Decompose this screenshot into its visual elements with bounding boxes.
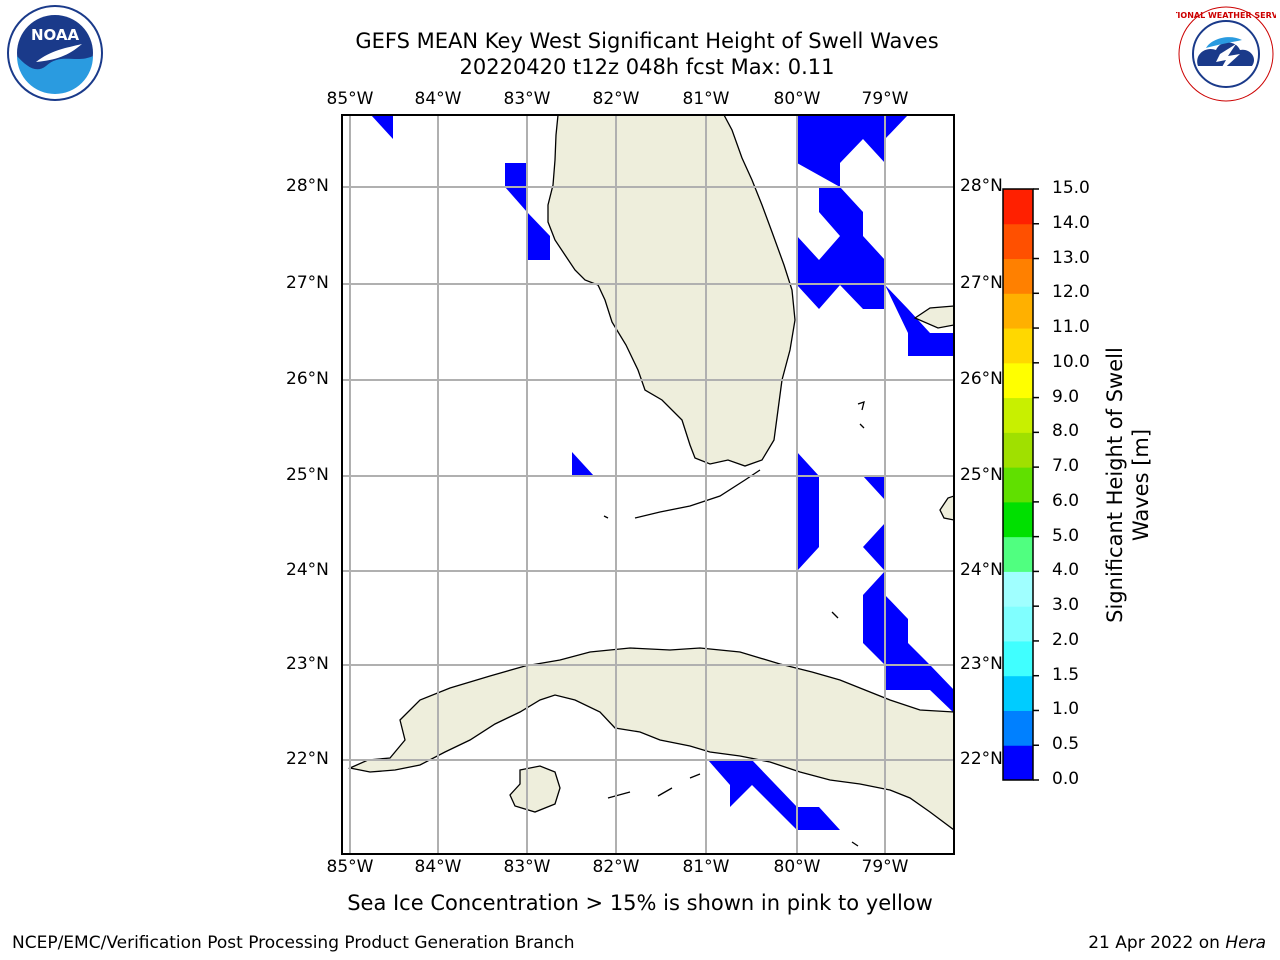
swell-cell [527,212,550,260]
bahama-islets [857,401,865,429]
lat-label-left: 27°N [286,273,329,293]
lat-label-right: 25°N [960,465,1003,485]
colorbar-band [1003,258,1033,294]
colorbar-tick-label: 2.0 [1052,629,1080,650]
colorbar-tick-label: 3.0 [1052,595,1080,616]
swell-cell [797,452,819,571]
lat-label-left: 24°N [286,560,329,580]
swell-cell [797,115,908,187]
lat-label-left: 25°N [286,465,329,485]
graticule [342,115,954,854]
colorbar-tick-label: 5.0 [1052,525,1080,546]
swell-cell [797,187,885,309]
lon-label-bottom: 85°W [326,857,374,877]
nws-logo: NATIONAL WEATHER SERVICE [1176,6,1276,102]
lat-label-right: 26°N [960,369,1003,389]
colorbar-band [1003,432,1033,468]
lat-label-right: 22°N [960,749,1003,769]
map-subtitle: 20220420 t12z 048h fcst Max: 0.11 [459,55,835,79]
svg-text:NATIONAL WEATHER SERVICE: NATIONAL WEATHER SERVICE [1176,11,1276,20]
colorbar-tick-label: 8.0 [1052,421,1080,442]
lat-label-left: 26°N [286,369,329,389]
lon-label-top: 79°W [861,89,909,109]
lon-label-bottom: 79°W [861,857,909,877]
swell-cell [572,452,594,476]
lat-label-left: 23°N [286,654,329,674]
colorbar-tick-label: 13.0 [1052,247,1090,268]
colorbar-band [1003,362,1033,399]
colorbar-band [1003,223,1033,260]
swell-cell [863,523,885,571]
lon-label-bottom: 84°W [414,857,462,877]
bahamas-land [913,305,954,329]
colorbar-tick-label: 9.0 [1052,386,1080,407]
lat-label-right: 24°N [960,560,1003,580]
colorbar-tick-label: 0.5 [1052,734,1080,755]
colorbar-tick-label: 0.0 [1052,769,1080,789]
bahamas-land [939,495,954,521]
florida-land [547,115,796,467]
colorbar-band [1003,606,1033,642]
footer-host: Hera [1225,933,1266,953]
colorbar-tick-label: 11.0 [1052,317,1090,338]
colorbar-tick-label: 1.0 [1052,699,1080,720]
lat-label-left: 22°N [286,749,329,769]
colorbar-tick-label: 7.0 [1052,456,1080,477]
colorbar-tick-label: 14.0 [1052,212,1090,233]
swell-cell [708,760,840,830]
colorbar-band [1003,293,1033,329]
colorbar-band [1003,640,1033,677]
lon-label-top: 83°W [503,89,551,109]
map-title: GEFS MEAN Key West Significant Height of… [355,29,939,53]
lon-label-top: 85°W [326,89,374,109]
colorbar-tick-label: 1.5 [1052,664,1080,685]
colorbar-tick-label: 4.0 [1052,560,1080,581]
colorbar-tick-label: 10.0 [1052,351,1090,372]
swell-cell [885,285,954,380]
colorbar-frame [1002,188,1034,781]
footer-date: 21 Apr 2022 on Hera [1088,933,1266,953]
lon-label-top: 81°W [682,89,730,109]
lon-label-top: 82°W [592,89,640,109]
colorbar-tick-label: 15.0 [1052,178,1090,198]
colorbar [1002,188,1039,781]
lat-label-right: 23°N [960,654,1003,674]
dry-tortugas [603,515,609,519]
cays [607,773,859,847]
swell-cell [371,115,393,139]
lon-label-bottom: 81°W [682,857,730,877]
lon-label-bottom: 82°W [592,857,640,877]
lon-label-bottom: 83°W [503,857,551,877]
footer-date-text: 21 Apr 2022 on [1088,933,1226,953]
lat-label-right: 27°N [960,273,1003,293]
sea-ice-note: Sea Ice Concentration > 15% is shown in … [347,891,933,915]
colorbar-band [1003,745,1033,781]
colorbar-band [1003,675,1033,711]
colorbar-band [1003,397,1033,433]
map-frame [341,114,955,855]
colorbar-band [1003,328,1033,364]
lat-label-right: 28°N [960,176,1003,196]
colorbar-tick-label: 6.0 [1052,490,1080,511]
lon-label-top: 80°W [773,89,821,109]
lon-label-top: 84°W [414,89,462,109]
colorbar-band [1003,710,1033,746]
cuba-land [347,647,954,831]
colorbar-title: Significant Height of Swell Waves [m] [1103,347,1153,623]
svg-text:NOAA: NOAA [31,26,80,44]
lon-label-bottom: 80°W [773,857,821,877]
isla-de-la-juventud [509,765,561,813]
colorbar-band [1003,467,1033,503]
colorbar-tick-label: 12.0 [1052,282,1090,303]
colorbar-band [1003,536,1033,572]
colorbar-band [1003,189,1033,225]
lat-label-left: 28°N [286,176,329,196]
cay-sal [831,611,839,619]
swell-cell [863,476,885,500]
colorbar-band [1003,501,1033,538]
footer-credit: NCEP/EMC/Verification Post Processing Pr… [12,933,575,953]
noaa-logo: NOAA [7,5,103,101]
colorbar-band [1003,571,1033,607]
